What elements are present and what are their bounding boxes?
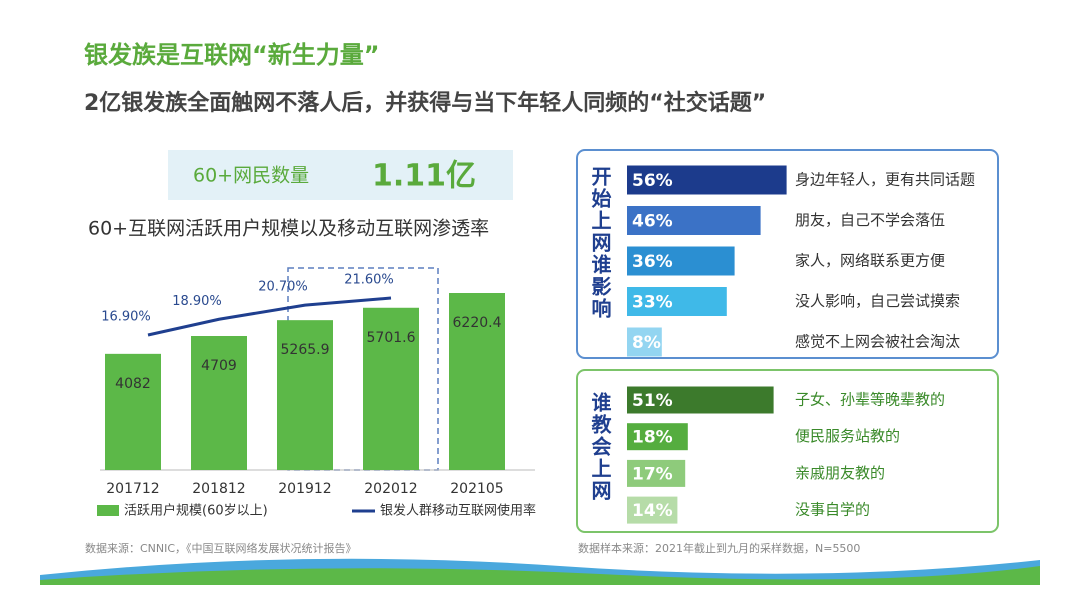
bar-label: 46% — [632, 212, 673, 232]
panel-blue — [576, 149, 999, 359]
bar-label: 36% — [632, 252, 673, 272]
bar-label: 14% — [632, 501, 673, 521]
bar — [627, 246, 735, 276]
category-label: 亲戚朋友教的 — [795, 464, 885, 482]
source: 数据来源：CNNIC，《中国互联网络发展状况统计报告》 — [85, 541, 357, 555]
bar — [105, 353, 161, 470]
wave-green — [40, 566, 1040, 585]
bar-label: 51% — [632, 391, 673, 411]
bar-label: 5701.6 — [367, 330, 416, 346]
legend-swatch — [97, 505, 119, 516]
line — [147, 296, 392, 337]
category-label: 身边年轻人，更有共同话题 — [795, 171, 975, 189]
stat-box — [168, 150, 513, 200]
bar-label: 4082 — [115, 376, 151, 392]
line-label: 20.70% — [258, 280, 308, 295]
bar — [191, 336, 247, 470]
bar-label: 6220.4 — [453, 315, 502, 331]
legend-label: 活跃用户规模(60岁以上) — [124, 503, 268, 519]
category-label: 子女、孙辈等晚辈教的 — [795, 391, 945, 409]
bar — [277, 320, 333, 470]
line-label: 21.60% — [344, 273, 394, 288]
bar — [627, 327, 662, 357]
bar — [627, 287, 727, 316]
bar-label: 33% — [632, 293, 673, 313]
stat-label: 60+网民数量 — [193, 165, 309, 187]
line-label: 18.90% — [172, 294, 222, 309]
panel-title: 谁教会上网 — [588, 392, 612, 502]
bar-label: 4709 — [201, 358, 237, 374]
bar — [627, 459, 686, 487]
bar — [627, 496, 678, 524]
bar-label: 5265.9 — [281, 342, 330, 358]
category-label: 朋友，自己不学会落伍 — [795, 211, 945, 229]
panel-title: 开始上网谁影响 — [588, 166, 612, 320]
panel-green — [576, 369, 999, 533]
stat-value: 1.11亿 — [372, 159, 476, 194]
category-label: 便民服务站教的 — [795, 427, 900, 445]
legend-label: 银发人群移动互联网使用率 — [380, 503, 536, 519]
x-tick-label: 202012 — [364, 481, 417, 497]
category-label: 家人，网络联系更方便 — [795, 252, 945, 270]
bar-label: 56% — [632, 171, 673, 191]
category-label: 没人影响，自己尝试摸索 — [795, 292, 960, 310]
category-label: 没事自学的 — [795, 501, 870, 519]
bar — [449, 293, 505, 470]
x-tick-label: 201812 — [192, 481, 245, 497]
chart-title: 60+互联网活跃用户规模以及移动互联网渗透率 — [88, 218, 489, 240]
x-tick-label: 201712 — [106, 481, 159, 497]
x-tick-label: 202105 — [450, 481, 503, 497]
bar-label: 17% — [632, 464, 673, 484]
line-label: 16.90% — [101, 310, 151, 325]
subtitle: 2亿银发族全面触网不落人后，并获得与当下年轻人同频的“社交话题” — [84, 90, 766, 116]
bar-label: 18% — [632, 428, 673, 448]
source: 数据样本来源：2021年截止到九月的采样数据，N=5500 — [578, 541, 860, 555]
bar — [627, 165, 787, 195]
x-tick-label: 201912 — [278, 481, 331, 497]
bar — [627, 206, 761, 235]
bar — [363, 307, 419, 470]
category-label: 感觉不上网会被社会淘汰 — [795, 333, 960, 351]
bar — [627, 386, 774, 414]
bar — [627, 423, 688, 451]
title: 银发族是互联网“新生力量” — [84, 41, 380, 69]
bar-label: 8% — [632, 333, 661, 353]
